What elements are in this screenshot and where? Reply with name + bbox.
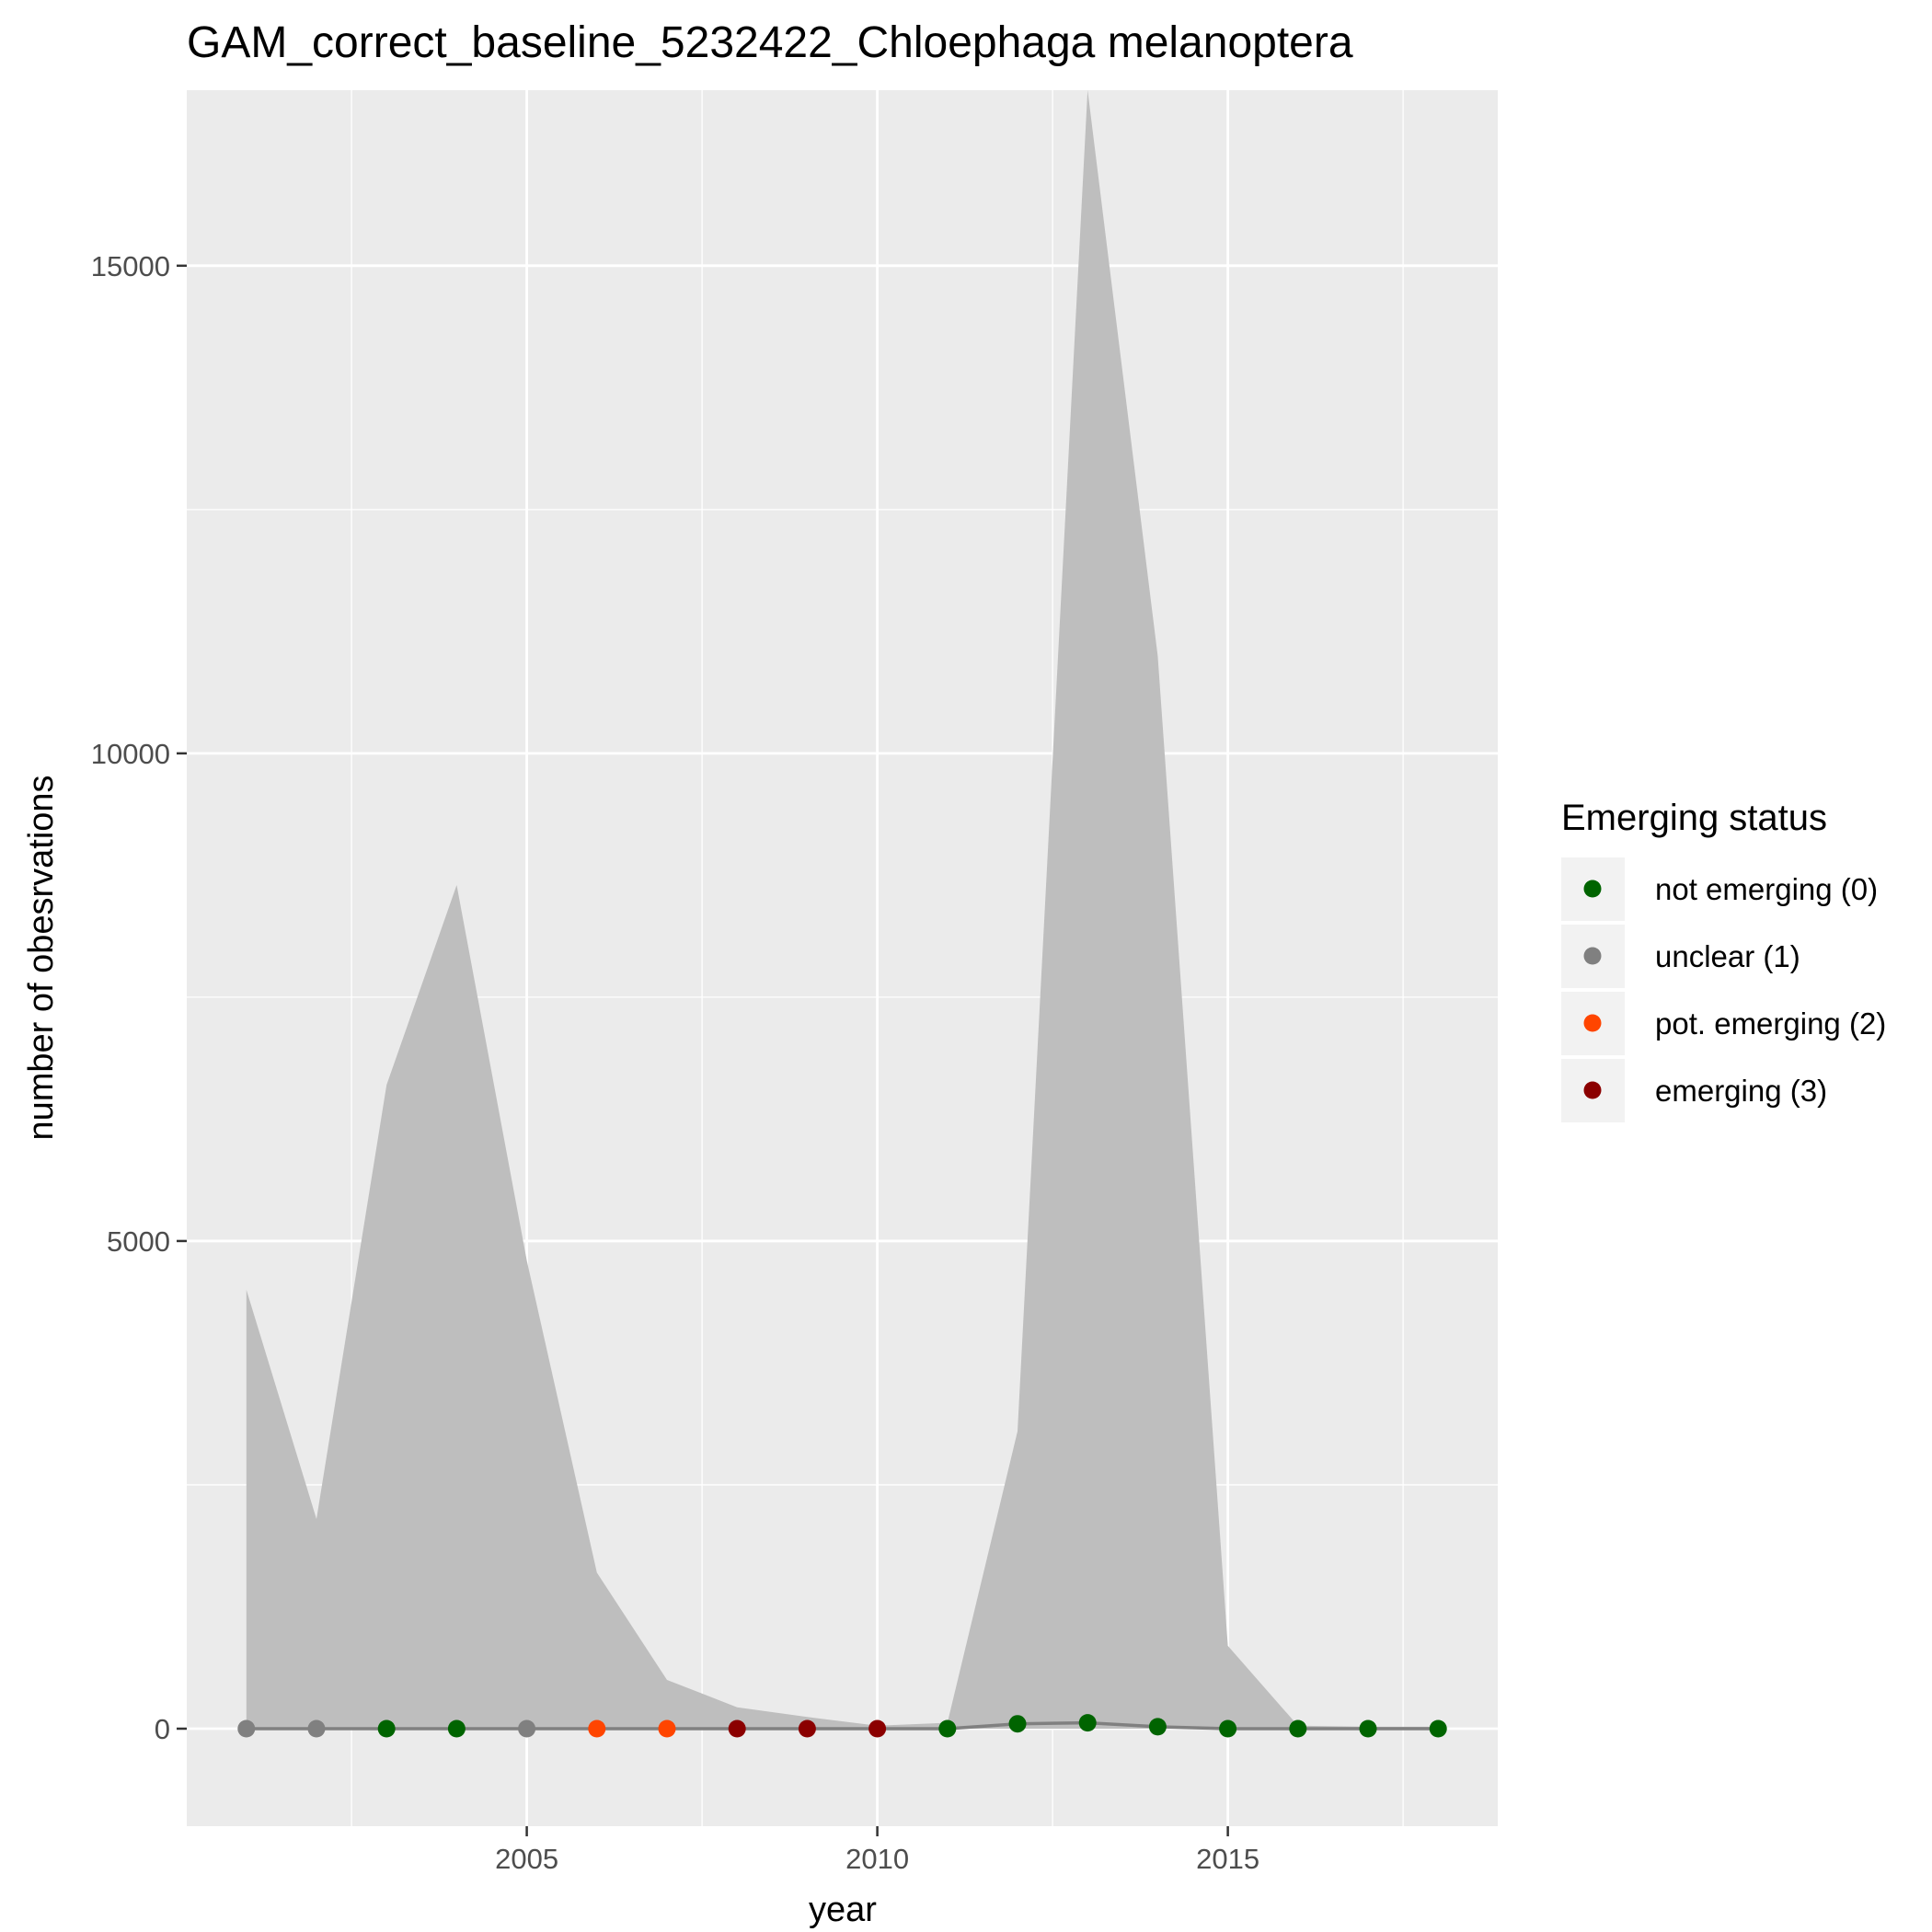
data-point [1219,1719,1237,1738]
legend-swatch [1583,947,1602,965]
y-tick-label: 15000 [91,250,170,282]
fit-line [246,1720,1439,1731]
legend-label: not emerging (0) [1655,872,1878,906]
data-point [938,1719,957,1738]
data-point [1148,1718,1167,1736]
legend: Emerging status not emerging (0) unclear … [1561,798,1886,1122]
y-tick-label: 10000 [91,738,170,770]
data-point [307,1719,326,1738]
x-tick-label: 2005 [495,1843,558,1875]
data-point [588,1719,606,1738]
legend-label: pot. emerging (2) [1655,1006,1886,1041]
x-axis-title: year [809,1891,877,1929]
legend-swatch [1583,1081,1602,1099]
legend-items: not emerging (0) unclear (1) pot. emerging… [1561,857,1886,1122]
data-point [237,1719,256,1738]
legend-swatch [1583,880,1602,898]
legend-label: unclear (1) [1655,939,1800,973]
data-point [1008,1715,1027,1733]
x-tick-label: 2010 [845,1843,909,1875]
data-point [1289,1719,1307,1738]
x-tick-label: 2015 [1196,1843,1259,1875]
data-point [1429,1719,1447,1738]
data-point [518,1719,536,1738]
data-point [1078,1714,1097,1732]
legend-swatch [1583,1014,1602,1032]
legend-title: Emerging status [1561,798,1827,838]
data-point [447,1719,466,1738]
data-point [1359,1719,1377,1738]
data-point [868,1719,887,1738]
data-point [798,1719,816,1738]
y-tick-label: 0 [155,1713,170,1745]
legend-label: emerging (3) [1655,1074,1827,1108]
data-point [377,1719,396,1738]
data-point [658,1719,676,1738]
status-points [237,1714,1447,1738]
axes: 0 5000 10000 15000 2005 2010 2015 [91,250,1259,1875]
y-tick-label: 5000 [107,1225,170,1258]
y-axis-title: number of obesrvations [22,775,61,1140]
chart-title: GAM_correct_baseline_5232422_Chloephaga … [187,18,1353,67]
observation-band [246,90,1439,1729]
data-point [728,1719,746,1738]
